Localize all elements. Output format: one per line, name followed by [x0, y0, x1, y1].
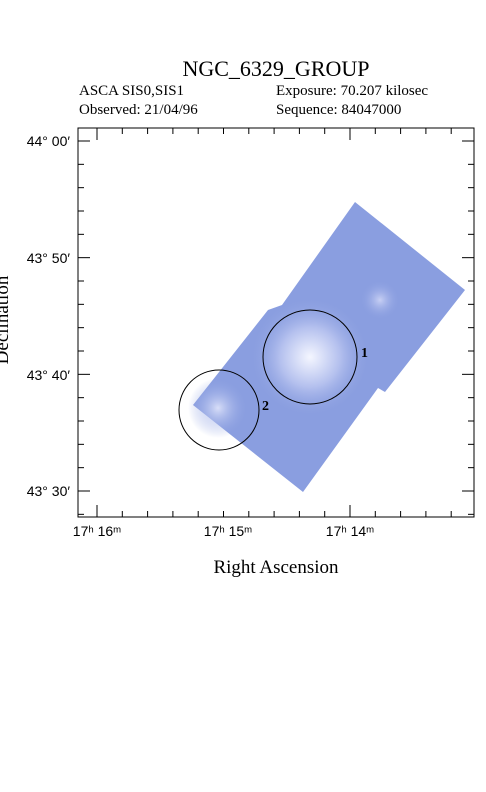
ticks: 44° 00′ 43° 50′ 43° 40′ 43° 30′ 17ʰ 16ᵐ 17ʰ 1…	[27, 128, 474, 539]
y-tick-label: 43° 40′	[27, 367, 71, 383]
x-tick-label: 17ʰ 14ᵐ	[326, 523, 374, 539]
region-label: 2	[262, 399, 269, 414]
instrument: ASCA SIS0,SIS1	[79, 83, 184, 99]
region-label: 1	[361, 346, 368, 361]
emission	[193, 202, 465, 492]
y-tick-label: 44° 00′	[27, 133, 71, 149]
y-tick-label: 43° 30′	[27, 483, 71, 499]
x-axis-label: Right Ascension	[213, 557, 339, 578]
region-circle	[178, 369, 260, 451]
region-circle	[262, 309, 358, 405]
plot-frame	[77, 127, 475, 518]
emission	[360, 280, 400, 320]
y-tick-label: 43° 50′	[27, 250, 71, 266]
exposure-map	[188, 202, 465, 492]
y-axis-label: Declination	[0, 275, 13, 364]
x-tick-label: 17ʰ 16ᵐ	[73, 523, 121, 539]
observed: Observed: 21/04/96	[79, 102, 198, 118]
x-tick-label: 17ʰ 15ᵐ	[204, 523, 252, 539]
exposure: Exposure: 70.207 kilosec	[276, 83, 428, 99]
emission	[188, 378, 248, 438]
sequence: Sequence: 84047000	[276, 102, 401, 118]
title: NGC_6329_GROUP	[182, 56, 369, 81]
